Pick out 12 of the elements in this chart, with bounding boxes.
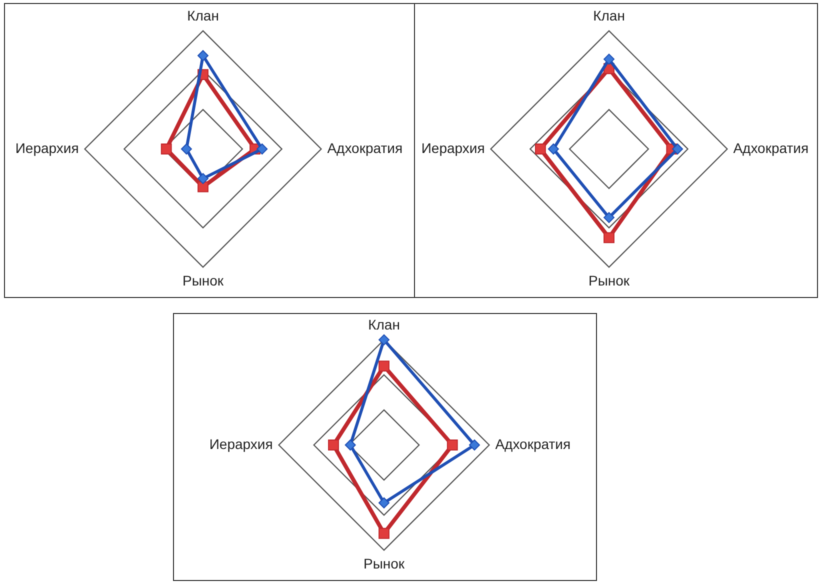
spoke-label: Иерархия [209,436,273,452]
spoke-label: Клан [593,7,625,24]
spoke-label: Рынок [182,272,224,288]
spoke-label: Адхократия [733,140,809,156]
spoke-label: Клан [368,316,400,332]
spoke-label: Рынок [588,272,630,288]
spoke-label: Адхократия [327,140,403,156]
spoke-label: Иерархия [421,140,485,156]
spoke-label: Адхократия [495,436,571,452]
spoke-label: Иерархия [15,140,79,156]
spoke-label: Клан [187,7,219,24]
spoke-label: Рынок [363,555,406,572]
